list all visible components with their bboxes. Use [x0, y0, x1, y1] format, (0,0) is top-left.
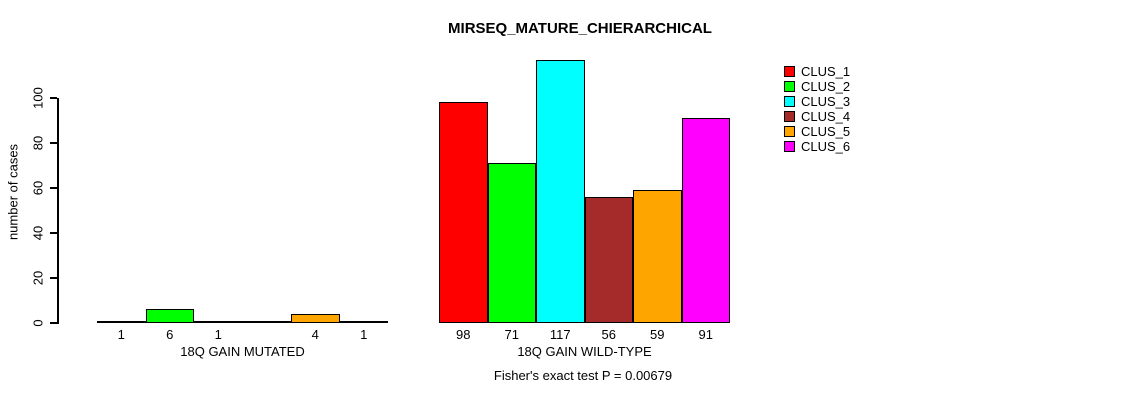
- bar-value-label: 71: [504, 327, 519, 342]
- y-axis-tick: [50, 97, 57, 99]
- bar: [145, 309, 194, 323]
- y-axis-tick: [50, 142, 57, 144]
- legend-swatch: [784, 96, 795, 107]
- bar: [291, 314, 340, 323]
- bar: [633, 190, 682, 323]
- y-axis-tick: [50, 277, 57, 279]
- bar-zero: [242, 321, 291, 323]
- legend-label: CLUS_4: [801, 109, 851, 124]
- legend-swatch: [784, 66, 795, 77]
- y-tick-label: 80: [30, 135, 46, 151]
- legend-swatch: [784, 81, 795, 92]
- legend-label: CLUS_3: [801, 94, 851, 109]
- y-axis-tick: [50, 187, 57, 189]
- group-label: 18Q GAIN WILD-TYPE: [517, 344, 652, 359]
- bar: [194, 321, 243, 323]
- y-tick-label: 20: [30, 270, 46, 286]
- legend-swatch: [784, 111, 795, 122]
- annotation-text: Fisher's exact test P = 0.00679: [493, 368, 673, 383]
- y-axis-line: [57, 98, 59, 324]
- bar: [439, 102, 488, 323]
- legend: CLUS_1 CLUS_2 CLUS_3 CLUS_4 CLUS_5 CLUS_6: [784, 64, 850, 154]
- y-tick-label: 40: [30, 225, 46, 241]
- legend-row: CLUS_2: [784, 79, 850, 94]
- bar-value-label: 98: [456, 327, 471, 342]
- legend-label: CLUS_1: [801, 64, 851, 79]
- bar-value-label: 1: [214, 327, 222, 342]
- bar: [584, 197, 633, 323]
- bar: [487, 163, 536, 323]
- y-axis-label: number of cases: [5, 143, 21, 241]
- bar-value-label: 59: [650, 327, 665, 342]
- y-axis-tick: [50, 232, 57, 234]
- group-label: 18Q GAIN MUTATED: [180, 344, 305, 359]
- legend-label: CLUS_6: [801, 139, 851, 154]
- legend-label: CLUS_5: [801, 124, 851, 139]
- bar-value-label: 4: [311, 327, 319, 342]
- bar: [681, 118, 730, 323]
- legend-row: CLUS_6: [784, 139, 850, 154]
- y-tick-label: 0: [30, 319, 46, 327]
- bar-value-label: 56: [601, 327, 616, 342]
- bar-value-label: 1: [360, 327, 368, 342]
- bar-value-label: 117: [549, 327, 571, 342]
- y-tick-label: 60: [30, 180, 46, 196]
- bar: [339, 321, 388, 323]
- y-axis-tick: [50, 322, 57, 324]
- legend-row: CLUS_5: [784, 124, 850, 139]
- legend-row: CLUS_4: [784, 109, 850, 124]
- legend-row: CLUS_3: [784, 94, 850, 109]
- bar-value-label: 6: [166, 327, 174, 342]
- y-tick-label: 100: [30, 87, 46, 109]
- chart-title: MIRSEQ_MATURE_CHIERARCHICAL: [448, 20, 712, 37]
- legend-row: CLUS_1: [784, 64, 850, 79]
- bar-value-label: 1: [117, 327, 125, 342]
- bar: [536, 60, 585, 323]
- legend-label: CLUS_2: [801, 79, 851, 94]
- bar: [97, 321, 146, 323]
- legend-swatch: [784, 126, 795, 137]
- bar-value-label: 91: [698, 327, 713, 342]
- legend-swatch: [784, 141, 795, 152]
